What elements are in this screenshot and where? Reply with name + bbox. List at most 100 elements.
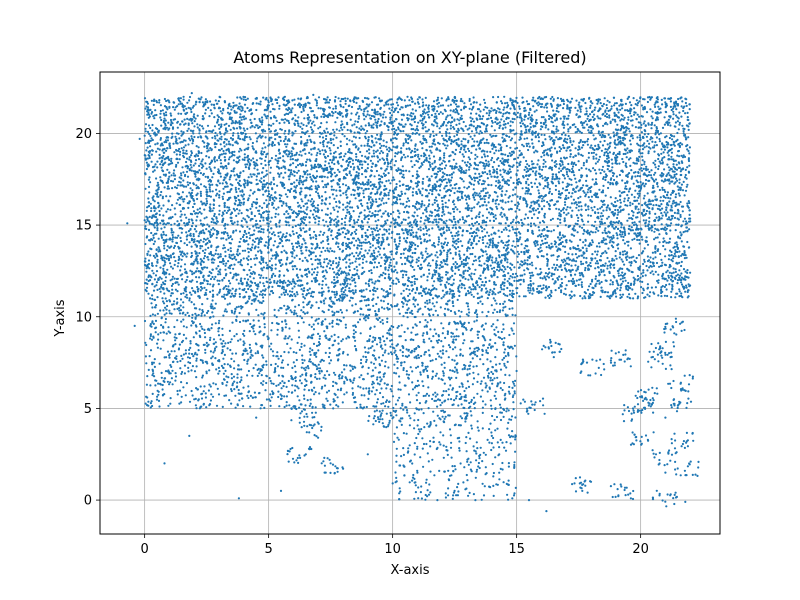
atom-point [479, 103, 482, 106]
atom-point [308, 254, 311, 257]
atom-point [362, 196, 366, 199]
atom-point [537, 136, 541, 139]
atom-point [394, 268, 397, 272]
atom-point [455, 99, 458, 102]
atom-point [621, 250, 625, 253]
atom-point [499, 147, 502, 150]
atom-point [441, 208, 445, 211]
atom-point [417, 180, 420, 183]
atom-point [413, 268, 416, 271]
atom-point [447, 249, 450, 252]
atom-point [526, 203, 529, 206]
atom-point [466, 269, 469, 272]
atom-point [649, 174, 653, 177]
atom-point [188, 241, 191, 244]
atom-point [606, 168, 609, 171]
atom-point [474, 259, 478, 262]
atom-point [567, 212, 570, 215]
atom-point [591, 102, 594, 105]
atom-point [629, 287, 632, 290]
atom-point [643, 260, 646, 263]
atom-point [626, 194, 629, 197]
atom-point [390, 109, 393, 112]
atom-point [527, 148, 530, 152]
atom-point [636, 238, 639, 241]
atom-point [456, 208, 459, 211]
atom-point [501, 153, 504, 156]
atom-point [636, 101, 640, 105]
atom-point [170, 284, 173, 287]
atom-point [460, 166, 463, 169]
atom-point [593, 205, 596, 209]
atom-point [615, 295, 618, 298]
atom-point [412, 242, 415, 245]
atom-point [260, 274, 263, 277]
atom-point [172, 106, 175, 109]
atom-point [209, 203, 212, 206]
atom-point [619, 293, 622, 296]
atom-point [190, 166, 193, 169]
atom-point [588, 97, 591, 100]
atom-point [465, 215, 469, 218]
atom-point [368, 225, 371, 228]
atom-point [491, 293, 494, 296]
atom-point [594, 277, 597, 280]
atom-point [245, 291, 248, 294]
atom-point [468, 127, 471, 130]
atom-point [580, 208, 583, 211]
atom-point [179, 269, 182, 272]
atom-point [431, 203, 434, 206]
atom-point [229, 295, 232, 298]
atom-point [661, 188, 664, 191]
atom-point [223, 204, 226, 207]
atom-point [212, 207, 215, 210]
atom-point [270, 227, 273, 230]
atom-point [659, 107, 662, 110]
atom-point [165, 181, 168, 184]
atom-point [150, 160, 153, 163]
atom-point [544, 185, 547, 188]
atom-point [528, 164, 531, 167]
atom-point [516, 227, 519, 231]
atom-point [653, 150, 656, 153]
atom-point [302, 227, 305, 230]
atom-point [171, 238, 174, 241]
atom-point [190, 251, 193, 255]
atom-point [602, 199, 606, 202]
atom-point [323, 258, 326, 261]
atom-point [584, 208, 588, 212]
atom-point [562, 245, 565, 248]
atom-point [332, 112, 335, 115]
atom-point [581, 226, 584, 229]
atom-point [343, 221, 346, 224]
atom-point [301, 127, 304, 130]
atom-point [648, 216, 651, 219]
atom-point [497, 149, 500, 152]
atom-point [676, 217, 679, 220]
atom-point [449, 124, 452, 127]
atom-point [602, 237, 605, 240]
atom-point [354, 136, 357, 139]
atom-point [587, 151, 591, 155]
atom-point [556, 255, 559, 258]
atom-point [432, 242, 436, 245]
atom-point [678, 276, 681, 279]
atom-point [175, 153, 178, 156]
atom-point [154, 109, 157, 112]
atom-point [151, 283, 154, 286]
atom-point [192, 210, 196, 213]
atom-point [686, 240, 689, 244]
atom-point [523, 217, 526, 220]
atom-point [290, 282, 293, 285]
atom-point [314, 221, 317, 224]
atom-point [180, 258, 183, 261]
atom-point [254, 132, 257, 135]
atom-point [519, 236, 522, 239]
atom-point [249, 189, 252, 192]
atom-point [424, 121, 427, 124]
atom-point [184, 144, 187, 147]
atom-point [531, 271, 534, 274]
atom-point [386, 148, 389, 151]
atom-point [574, 147, 577, 150]
atom-point [497, 229, 500, 232]
